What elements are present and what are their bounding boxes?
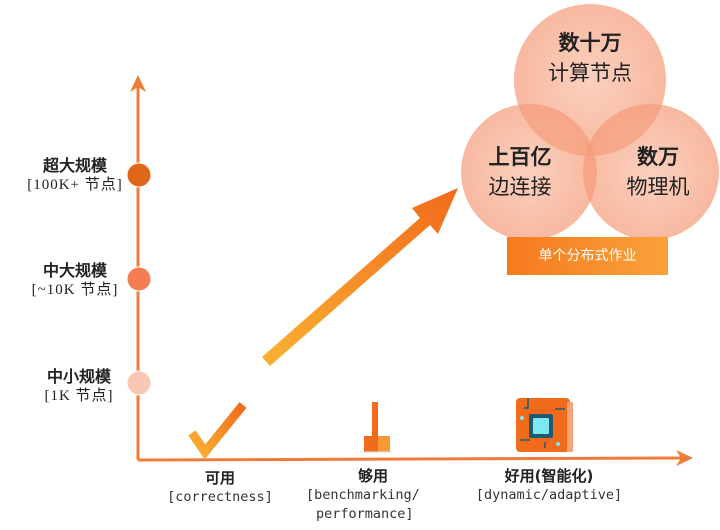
level-dot-small — [126, 370, 152, 396]
level-title: 中大规模 — [42, 261, 107, 280]
x-axis — [137, 450, 693, 466]
x-label-sub: [dynamic/adaptive] — [475, 487, 623, 503]
venn-circle-left — [461, 104, 597, 240]
level-dot-large — [126, 266, 152, 292]
venn-left-line2: 边连接 — [488, 175, 552, 199]
x-label-sub: [benchmarking/ — [306, 487, 420, 503]
checkmark-icon — [188, 402, 247, 460]
x-label-title: 好用(智能化) — [504, 467, 594, 485]
level-label-large: 中大规模 [~10K 节点] — [10, 261, 140, 299]
venn-right-line1: 数万 — [637, 145, 679, 169]
growth-arrow-icon — [262, 188, 458, 366]
x-label-sub2: performance] — [316, 506, 414, 522]
x-label-sufficient: 够用 [benchmarking/ performance] — [306, 466, 456, 524]
x-label-title: 够用 — [358, 467, 389, 485]
venn-top-line1: 数十万 — [558, 31, 622, 55]
level-sub: [1K 节点] — [44, 388, 114, 404]
level-label-small: 中小规模 [1K 节点] — [14, 367, 144, 405]
venn-circle-right — [583, 104, 719, 240]
venn-diagram — [461, 4, 719, 240]
venn-left-line1: 上百亿 — [488, 145, 552, 169]
venn-text-top: 数十万 计算节点 — [530, 28, 650, 88]
venn-right-line2: 物理机 — [626, 175, 690, 199]
single-job-banner: 单个分布式作业 — [507, 237, 668, 275]
x-label-title: 可用 — [204, 469, 235, 487]
venn-text-right: 数万 物理机 — [608, 142, 708, 202]
level-sub: [100K+ 节点] — [27, 177, 123, 193]
chip-icon — [516, 398, 573, 452]
x-label-sub: [correctness] — [167, 489, 273, 505]
level-title: 中小规模 — [46, 367, 111, 386]
level-dot-huge — [126, 162, 152, 188]
x-label-usable: 可用 [correctness] — [140, 468, 300, 507]
x-label-smart: 好用(智能化) [dynamic/adaptive] — [444, 466, 654, 505]
venn-text-left: 上百亿 边连接 — [465, 142, 575, 202]
bar-chart-icon — [360, 402, 392, 453]
level-title: 超大规模 — [42, 156, 107, 175]
level-label-huge: 超大规模 [100K+ 节点] — [10, 156, 140, 194]
level-sub: [~10K 节点] — [31, 282, 119, 298]
venn-top-line2: 计算节点 — [548, 61, 632, 85]
